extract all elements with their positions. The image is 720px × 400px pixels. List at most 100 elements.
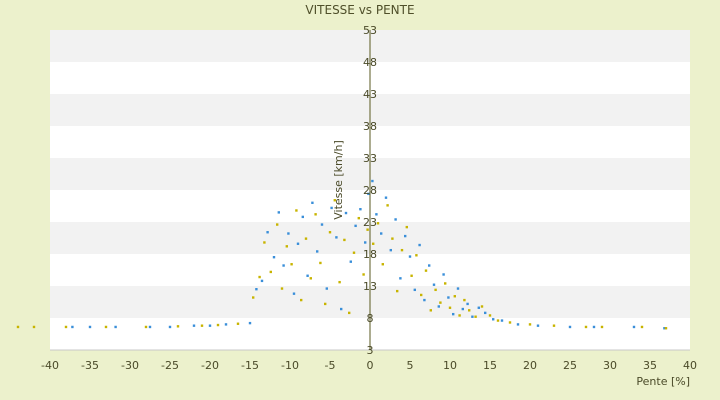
data-point [359,208,362,211]
data-point [295,209,298,212]
data-point [400,248,404,252]
data-point [420,293,423,297]
data-point [348,311,351,315]
data-point [410,274,413,277]
data-point [389,248,392,252]
data-point [477,306,480,309]
data-point [415,254,418,257]
data-point [311,201,314,204]
data-point [528,323,532,326]
y-tick-label: 23 [363,216,377,229]
data-point [394,218,397,221]
data-point [285,245,288,248]
data-point [362,273,365,276]
data-point [600,325,604,329]
data-point [418,243,421,247]
y-tick-label: 48 [363,56,377,69]
data-point [376,222,380,225]
x-tick-label: -30 [121,359,139,372]
x-axis-label: Pente [%] [636,375,690,388]
data-point [466,302,469,306]
data-point [349,260,352,263]
data-point [364,241,367,244]
data-point [396,289,399,293]
data-point [176,325,180,328]
y-tick-label: 28 [363,184,377,197]
data-point [391,237,394,240]
data-point [439,301,442,304]
x-tick-label: -40 [41,359,59,372]
data-point [399,277,402,280]
data-point [255,288,258,291]
data-point [429,309,432,312]
data-point [328,231,332,234]
data-point [168,325,172,329]
chart-title: VITESSE vs PENTE [305,3,414,17]
data-point [632,325,636,329]
data-point [366,228,369,231]
data-point [252,296,255,299]
data-point [664,327,668,330]
y-tick-label: 13 [363,280,377,293]
data-point [480,305,484,308]
x-tick-label: 0 [367,359,374,372]
data-point [468,309,471,312]
y-tick-label: 43 [363,88,377,101]
data-point [290,263,293,266]
data-point [248,321,252,325]
x-tick-label: 30 [603,359,617,372]
data-point [380,232,383,235]
data-point [216,323,220,327]
y-axis-label: Vitesse [km/h] [332,140,345,220]
data-point [330,206,333,210]
data-point [568,325,572,329]
data-point [236,322,240,325]
data-point [287,232,290,235]
data-point [114,325,117,329]
x-tick-label: 5 [407,359,414,372]
data-point [448,306,452,309]
data-point [354,224,357,228]
data-point [200,324,204,327]
data-point [301,215,304,219]
data-point [386,204,389,207]
y-tick-label: 33 [363,152,377,165]
data-point [444,282,447,285]
axes [50,30,690,351]
data-point [552,324,556,327]
data-point [304,237,308,240]
data-point [592,325,596,329]
data-point [434,288,437,292]
data-point [224,323,228,326]
data-point [432,283,436,286]
data-point [357,216,360,220]
data-point [375,213,378,216]
data-point [492,318,495,321]
data-point [260,279,264,283]
data-point [408,255,412,258]
data-point [292,292,296,295]
x-tick-label: 10 [443,359,457,372]
data-point [488,314,492,317]
data-point [344,211,348,215]
data-point [306,274,309,277]
data-point [208,324,212,327]
data-point [413,288,416,292]
data-point [442,273,445,276]
data-point [458,314,461,317]
data-point [367,192,370,196]
data-point [320,223,324,226]
data-point [266,231,269,234]
data-point [32,325,36,329]
y-tick-label: 53 [363,24,377,37]
data-point [319,261,322,265]
data-point [144,325,148,329]
data-point [474,315,477,318]
data-point [340,307,343,311]
data-point [64,325,68,329]
data-point [423,298,426,302]
data-point [192,324,196,327]
data-point [461,307,464,311]
data-point [484,311,487,315]
